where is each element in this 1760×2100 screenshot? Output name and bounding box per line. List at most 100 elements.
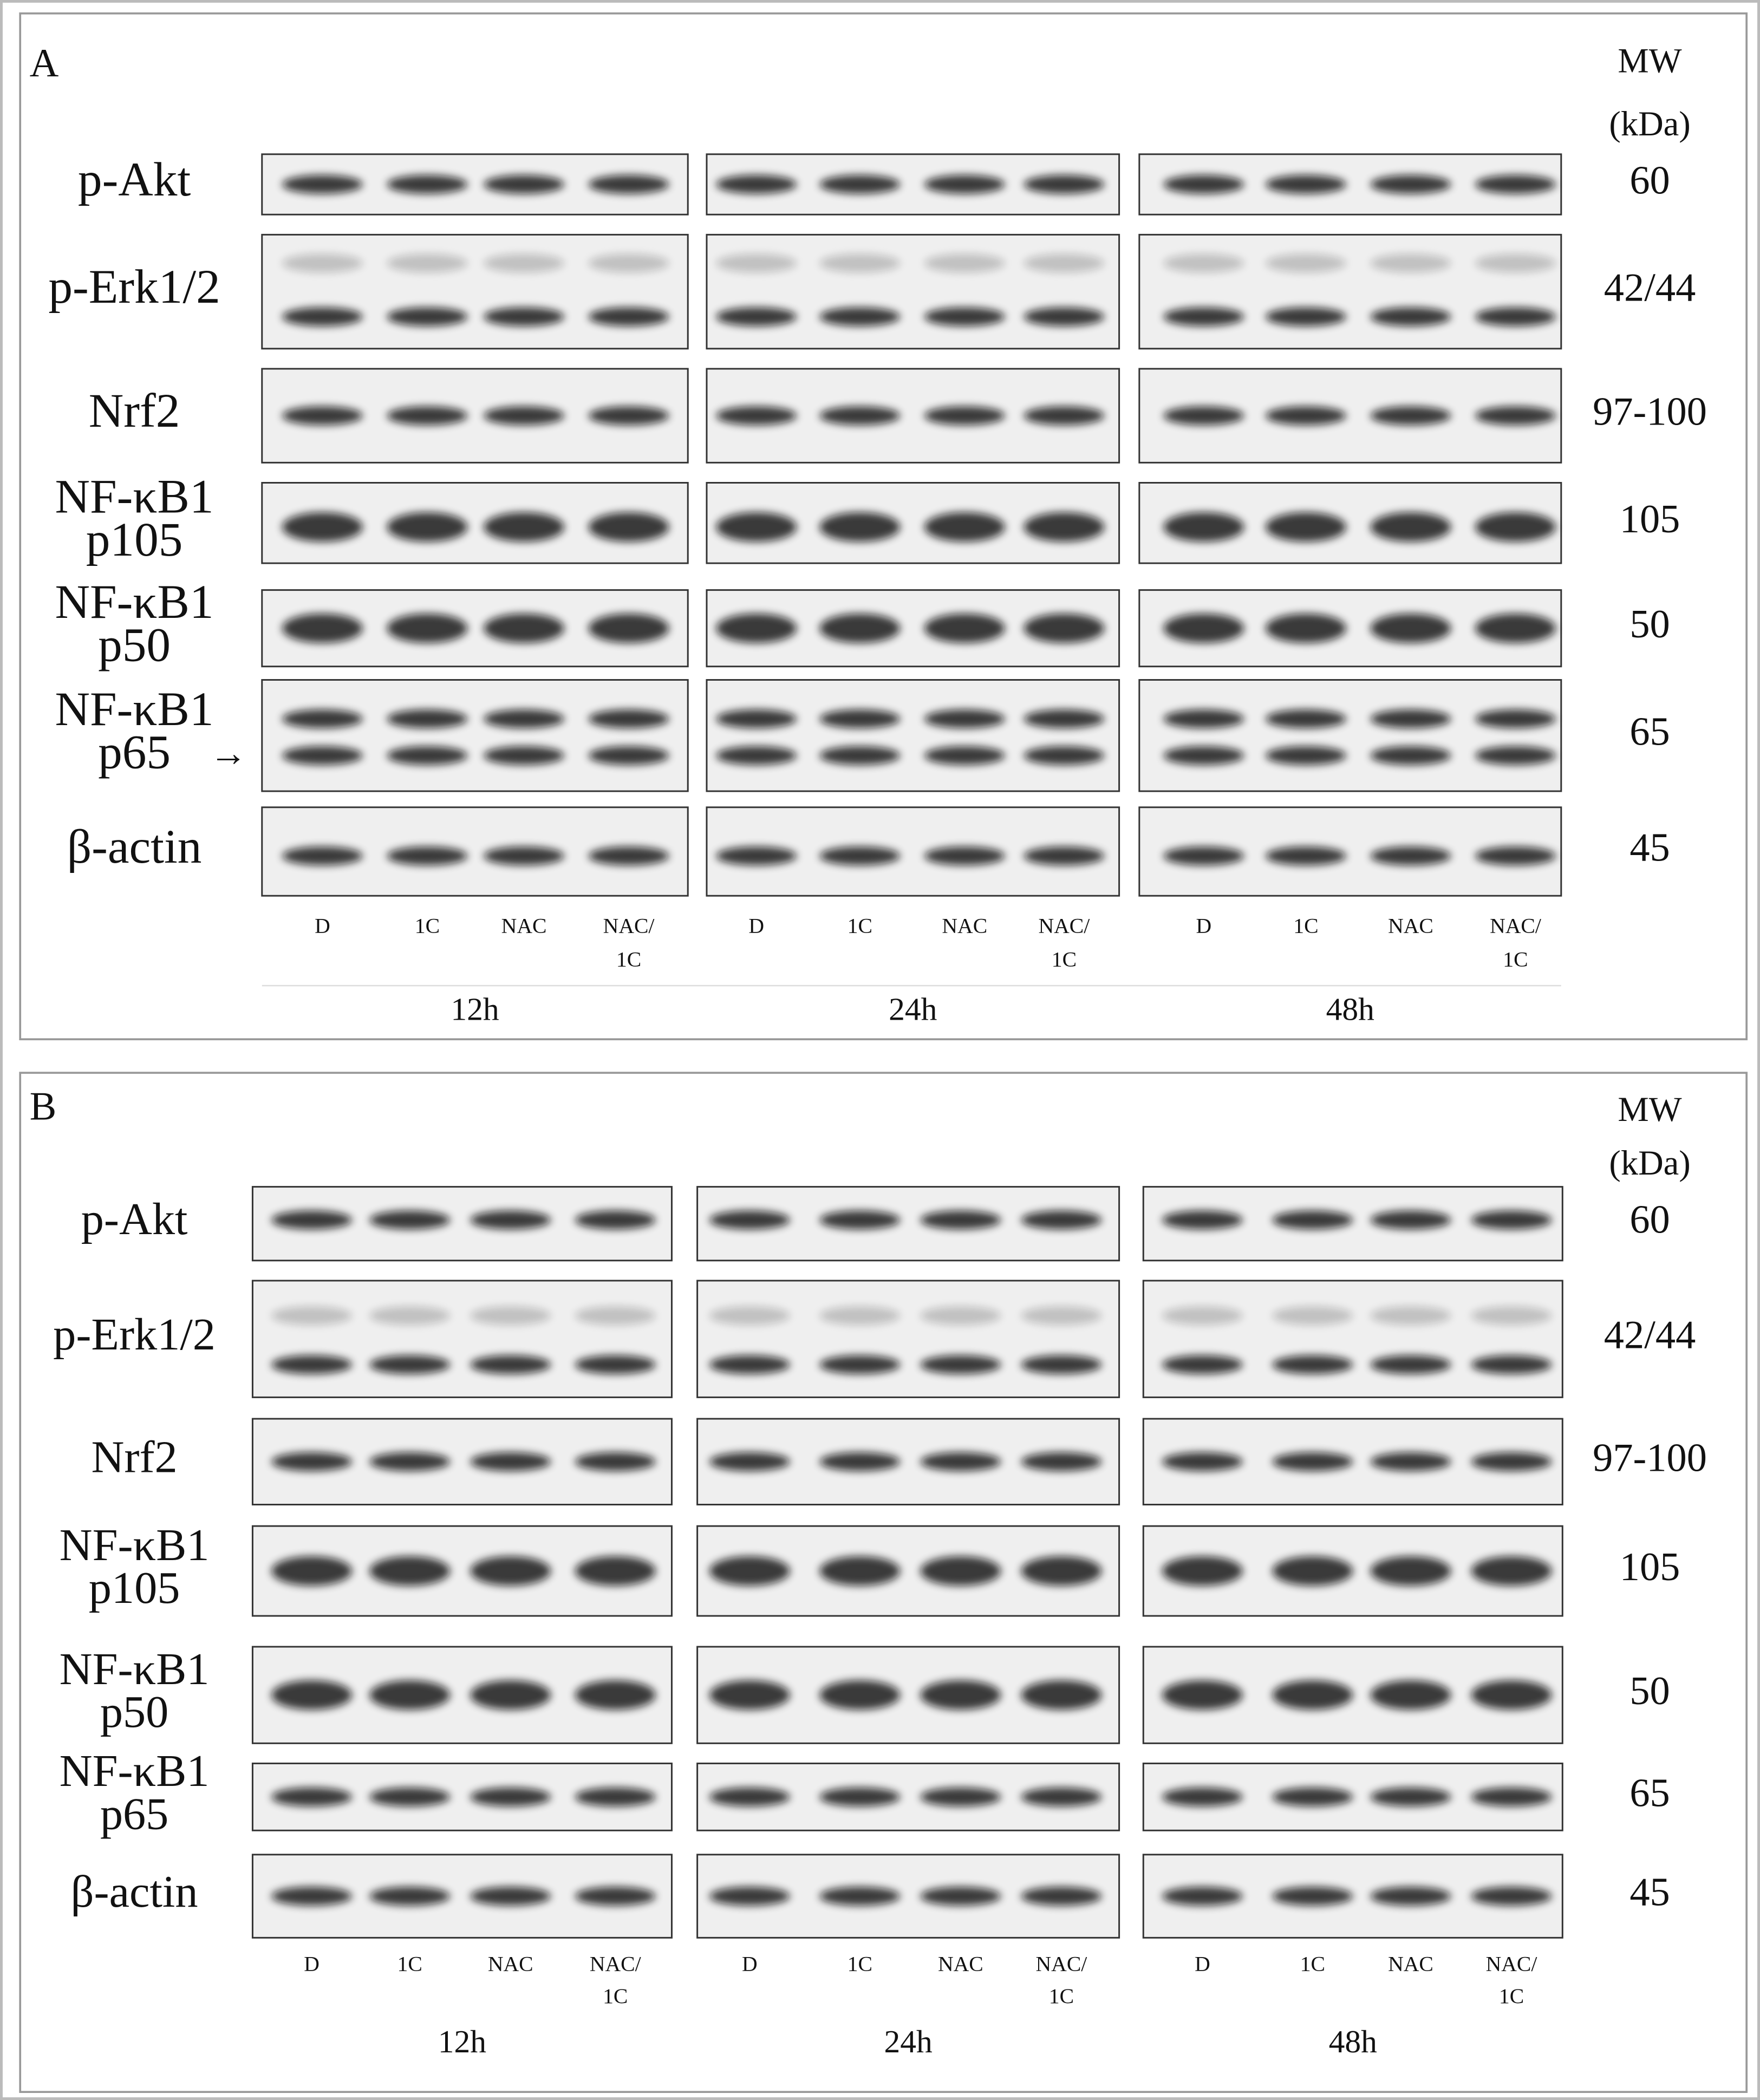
- band: [282, 406, 363, 426]
- band: [575, 1355, 656, 1374]
- band: [1163, 253, 1244, 273]
- blot: [1138, 679, 1562, 792]
- lane-label: 1C: [1300, 1952, 1325, 1975]
- band: [1162, 1210, 1243, 1230]
- panel-border: [19, 1072, 1748, 2093]
- band: [1266, 846, 1346, 866]
- protein-label: p50: [100, 1687, 169, 1737]
- protein-label: β-actin: [71, 1867, 198, 1917]
- band: [819, 1452, 901, 1471]
- lane-label: NAC/: [590, 1952, 642, 1975]
- band: [1370, 406, 1451, 426]
- protein-label: p-Akt: [78, 153, 191, 206]
- band: [484, 307, 564, 327]
- band: [1471, 1680, 1552, 1710]
- band: [1162, 1788, 1243, 1806]
- time-label: 24h: [884, 2024, 932, 2059]
- band: [709, 1452, 790, 1471]
- protein-label: Nrf2: [89, 384, 180, 438]
- band: [819, 1556, 901, 1586]
- band: [819, 406, 901, 426]
- band: [387, 846, 468, 866]
- band: [1370, 709, 1451, 728]
- lane-label: 1C: [1503, 948, 1528, 971]
- mw-value: 105: [1620, 1545, 1680, 1589]
- band: [1162, 1452, 1243, 1471]
- band: [575, 1887, 656, 1906]
- band: [1021, 1306, 1102, 1325]
- band: [1370, 1887, 1451, 1906]
- band: [484, 253, 564, 273]
- mw-value: 97-100: [1593, 1436, 1707, 1480]
- band: [1162, 1556, 1243, 1586]
- lane-label: NAC: [488, 1952, 533, 1975]
- mw-value: 60: [1629, 159, 1670, 203]
- band: [588, 512, 669, 542]
- band: [1471, 1788, 1552, 1806]
- band: [920, 1355, 1001, 1374]
- time-label: 24h: [889, 991, 937, 1027]
- mw-value: 50: [1629, 602, 1670, 647]
- band: [369, 1788, 451, 1806]
- blot: [696, 1280, 1120, 1398]
- band: [470, 1355, 551, 1374]
- band: [484, 175, 564, 194]
- band: [470, 1210, 551, 1230]
- mw-value: 50: [1629, 1669, 1670, 1713]
- band: [1024, 746, 1105, 765]
- band: [819, 253, 901, 273]
- band: [470, 1680, 551, 1710]
- band: [924, 746, 1005, 765]
- band: [1021, 1887, 1102, 1906]
- band: [470, 1788, 551, 1806]
- band: [1163, 175, 1244, 194]
- lane-label: NAC/: [1490, 914, 1542, 938]
- band: [484, 613, 564, 643]
- band: [484, 406, 564, 426]
- band: [271, 1680, 352, 1710]
- band: [1024, 512, 1105, 542]
- band: [924, 613, 1005, 643]
- band: [588, 406, 669, 426]
- band: [1475, 253, 1556, 273]
- mw-value: 45: [1629, 1870, 1670, 1915]
- lane-label: D: [315, 914, 330, 938]
- band: [271, 1788, 352, 1806]
- protein-label: β-actin: [67, 820, 202, 873]
- band: [470, 1887, 551, 1906]
- band: [1370, 307, 1451, 327]
- band: [709, 1355, 790, 1374]
- mw-header: (kDa): [1609, 105, 1690, 143]
- band: [271, 1887, 352, 1906]
- band: [1475, 709, 1556, 728]
- mw-header: (kDa): [1609, 1144, 1690, 1182]
- band: [1370, 253, 1451, 273]
- lane-label: 1C: [848, 914, 872, 938]
- mw-value: 97-100: [1593, 390, 1707, 434]
- band: [1471, 1556, 1552, 1586]
- band: [1370, 746, 1451, 765]
- protein-label: Nrf2: [91, 1432, 177, 1483]
- band: [920, 1788, 1001, 1806]
- band: [1475, 175, 1556, 194]
- band: [1475, 613, 1556, 643]
- band: [920, 1556, 1001, 1586]
- band: [1266, 613, 1346, 643]
- band: [920, 1210, 1001, 1230]
- band: [1024, 175, 1105, 194]
- band: [1370, 512, 1451, 542]
- blot: [1138, 233, 1562, 350]
- band: [588, 709, 669, 728]
- band: [1266, 709, 1346, 728]
- blot: [251, 1280, 673, 1398]
- band: [1266, 175, 1346, 194]
- band: [819, 1788, 901, 1806]
- lane-label: 1C: [848, 1952, 872, 1975]
- band: [924, 253, 1005, 273]
- band: [575, 1680, 656, 1710]
- blot: [261, 233, 689, 350]
- band: [1024, 613, 1105, 643]
- band: [819, 1306, 901, 1325]
- band: [575, 1452, 656, 1471]
- lane-label: D: [304, 1952, 320, 1975]
